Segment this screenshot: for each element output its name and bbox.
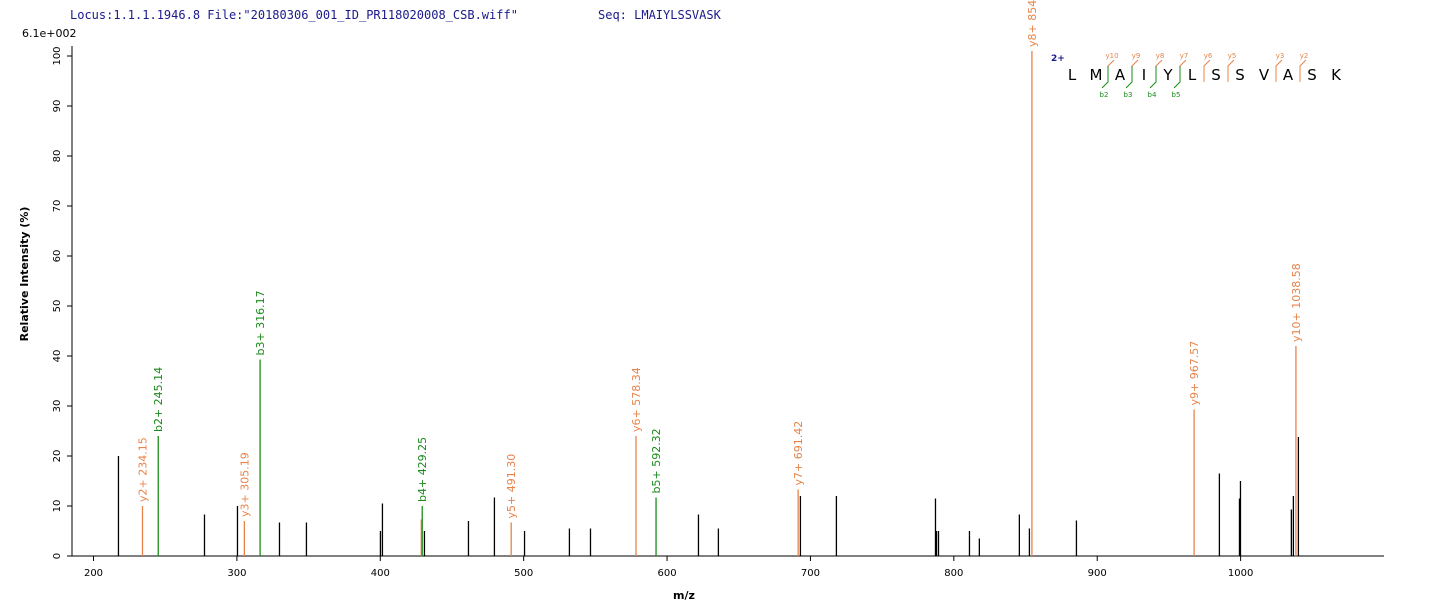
y-ion-label: y5	[1228, 52, 1237, 60]
intensity-scale: 6.1e+002	[22, 27, 76, 40]
y-ion-mark	[1131, 59, 1139, 82]
y-ion-label: y9	[1132, 52, 1141, 60]
y-ion-label: y2	[1300, 52, 1309, 60]
y-ion-label: y6	[1204, 52, 1213, 60]
b-ion-mark	[1101, 66, 1109, 89]
y-tick-label: 60	[52, 250, 63, 263]
residue: L	[1068, 66, 1077, 84]
y-ion-label: y3	[1276, 52, 1285, 60]
charge: 2+	[1051, 54, 1065, 64]
residue: A	[1115, 66, 1126, 84]
y-tick-label: 20	[52, 450, 63, 463]
x-tick-label: 200	[84, 568, 103, 579]
x-tick-label: 400	[371, 568, 390, 579]
y-ion-mark	[1299, 59, 1307, 82]
peak-label: b5+ 592.32	[650, 428, 663, 493]
residue: S	[1211, 66, 1221, 84]
y-tick-label: 0	[52, 553, 63, 559]
b-ion-mark	[1149, 66, 1157, 89]
residue: V	[1259, 66, 1270, 84]
residue: K	[1331, 66, 1342, 84]
peak-label: y3+ 305.19	[238, 452, 251, 517]
residue: M	[1090, 66, 1103, 84]
y-ion-mark	[1155, 59, 1163, 82]
peak-label: y6+ 578.34	[630, 367, 643, 432]
peak-label: y9+ 967.57	[1188, 341, 1201, 406]
x-tick-label: 900	[1088, 568, 1107, 579]
residue: Y	[1162, 66, 1173, 84]
peak-label: y5+ 491.30	[505, 454, 518, 519]
locus: Locus:1.1.1.1946.8 File:"20180306_001_ID…	[70, 8, 518, 22]
y-tick-label: 40	[52, 350, 63, 363]
residue: L	[1188, 66, 1197, 84]
y-tick-label: 80	[52, 150, 63, 163]
b-ion-label: b2	[1100, 91, 1109, 99]
y-ion-mark	[1179, 59, 1187, 82]
y-axis-label: Relative Intensity (%)	[18, 207, 31, 342]
peak-label: b2+ 245.14	[152, 367, 165, 432]
peak-label: y8+ 854.46	[1026, 0, 1039, 47]
y-ion-label: y10	[1105, 52, 1118, 60]
y-ion-mark	[1227, 59, 1235, 82]
y-tick-label: 50	[52, 300, 63, 313]
residue: S	[1235, 66, 1245, 84]
x-tick-label: 300	[227, 568, 246, 579]
b-ion-label: b3	[1124, 91, 1133, 99]
x-tick-label: 700	[801, 568, 820, 579]
y-tick-label: 70	[52, 200, 63, 213]
b-ion-mark	[1173, 66, 1181, 89]
residue: S	[1307, 66, 1317, 84]
peak-label: y7+ 691.42	[792, 421, 805, 486]
y-tick-label: 90	[52, 100, 63, 113]
y-tick-label: 100	[52, 46, 63, 65]
b-ion-label: b4	[1148, 91, 1157, 99]
y-tick-label: 10	[52, 500, 63, 513]
x-tick-label: 500	[514, 568, 533, 579]
y-ion-label: y7	[1180, 52, 1189, 60]
peak-label: b3+ 316.17	[254, 290, 267, 355]
x-tick-label: 600	[658, 568, 677, 579]
sequence-title: Seq: LMAIYLSSVASK	[598, 8, 722, 22]
y-ion-mark	[1275, 59, 1283, 82]
peak-label: y2+ 234.15	[136, 437, 149, 502]
y-tick-label: 30	[52, 400, 63, 413]
b-ion-label: b5	[1172, 91, 1181, 99]
y-ion-label: y8	[1156, 52, 1165, 60]
peak-label: y10+ 1038.58	[1290, 263, 1303, 342]
x-axis-label: m/z	[673, 589, 695, 602]
x-tick-label: 1000	[1228, 568, 1253, 579]
residue: I	[1142, 66, 1146, 84]
y-ion-mark	[1107, 59, 1115, 82]
x-tick-label: 800	[944, 568, 963, 579]
y-ion-mark	[1203, 59, 1211, 82]
peak-label: b4+ 429.25	[416, 437, 429, 502]
b-ion-mark	[1125, 66, 1133, 89]
residue: A	[1283, 66, 1294, 84]
